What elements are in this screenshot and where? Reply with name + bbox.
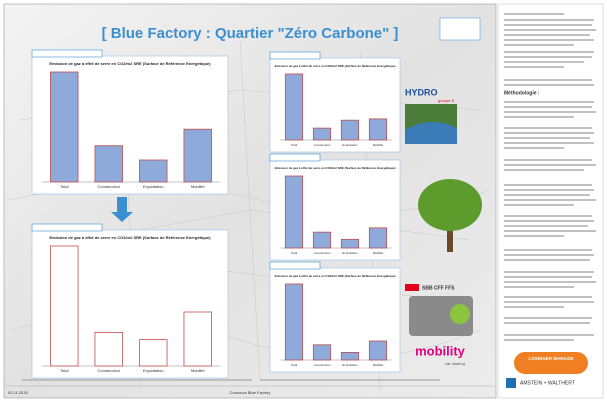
chart-title: Emission de gaz à effet de serre en CO2/… [49,61,211,66]
logo-box [440,18,480,40]
footer-center: Concours Blue Factory [230,390,271,395]
sbb-mark [405,284,419,291]
amstein-text: AMSTEIN + WALTHERT [520,380,575,386]
bar [285,284,302,360]
poster-title: [ Blue Factory : Quartier "Zéro Carbone"… [102,25,399,42]
x-tick-label: Mobilité [191,368,206,373]
x-tick-label: Exploitation [342,363,358,367]
footer-date: 02.11.2015 [8,390,28,395]
bar [313,232,330,248]
bar [341,120,358,140]
panel-label [32,224,102,231]
bar [139,160,167,182]
losinger-text: LOSINGER MARAZZI [529,356,574,361]
x-tick-label: Total [291,363,298,367]
x-tick-label: Construction [314,143,331,147]
groupe-logo: groupe E [438,98,455,103]
bar [184,312,212,366]
bar [139,340,167,366]
bar [341,352,358,360]
x-tick-label: Exploitation [342,143,358,147]
bar [313,345,330,360]
x-tick-label: Construction [98,368,120,373]
bar [184,129,212,182]
x-tick-label: Exploitation [143,368,164,373]
panel-label [32,50,102,57]
bar [95,146,123,182]
hydro-logo: HYDRO [405,87,438,97]
chart-title: Emission de gaz à effet de serre en CO2/… [49,235,211,240]
x-tick-label: Total [291,143,298,147]
bar [341,239,358,248]
x-tick-label: Total [291,251,298,255]
chart-title: Emission de gaz à effet de serre en CO2/… [275,274,396,278]
tree-crown [418,179,482,231]
x-tick-label: Exploitation [342,251,358,255]
x-tick-label: Total [60,368,69,373]
x-tick-label: Construction [314,251,331,255]
bar [369,341,386,360]
sidebar-heading: Méthodologie : [504,90,540,96]
panel-label [270,52,320,59]
x-tick-label: Construction [314,363,331,367]
x-tick-label: Mobilité [373,251,384,255]
bar [313,128,330,140]
x-tick-label: Exploitation [143,184,164,189]
chart-title: Emission de gaz à effet de serre en CO2/… [275,64,396,68]
x-tick-label: Mobilité [373,143,384,147]
x-tick-label: Total [60,184,69,189]
bar [95,332,123,366]
bar [50,72,78,182]
bar [285,74,302,140]
sidebar [498,4,603,398]
chart-title: Emission de gaz à effet de serre en CO2/… [275,166,396,170]
poster: [ Blue Factory : Quartier "Zéro Carbone"… [0,0,607,404]
bar [369,119,386,140]
x-tick-label: Mobilité [373,363,384,367]
mobility-logo: mobility [415,343,466,358]
bar [285,176,302,248]
sbb-logo: SBB CFF FFS [422,285,455,291]
panel-label [270,262,320,269]
bar [50,246,78,366]
x-tick-label: Mobilité [191,184,206,189]
amstein-mark [506,378,516,388]
bike-icon [450,304,470,324]
bar [369,228,386,248]
carsharing-text: car sharing [445,361,465,366]
panel-label [270,154,320,161]
x-tick-label: Construction [98,184,120,189]
